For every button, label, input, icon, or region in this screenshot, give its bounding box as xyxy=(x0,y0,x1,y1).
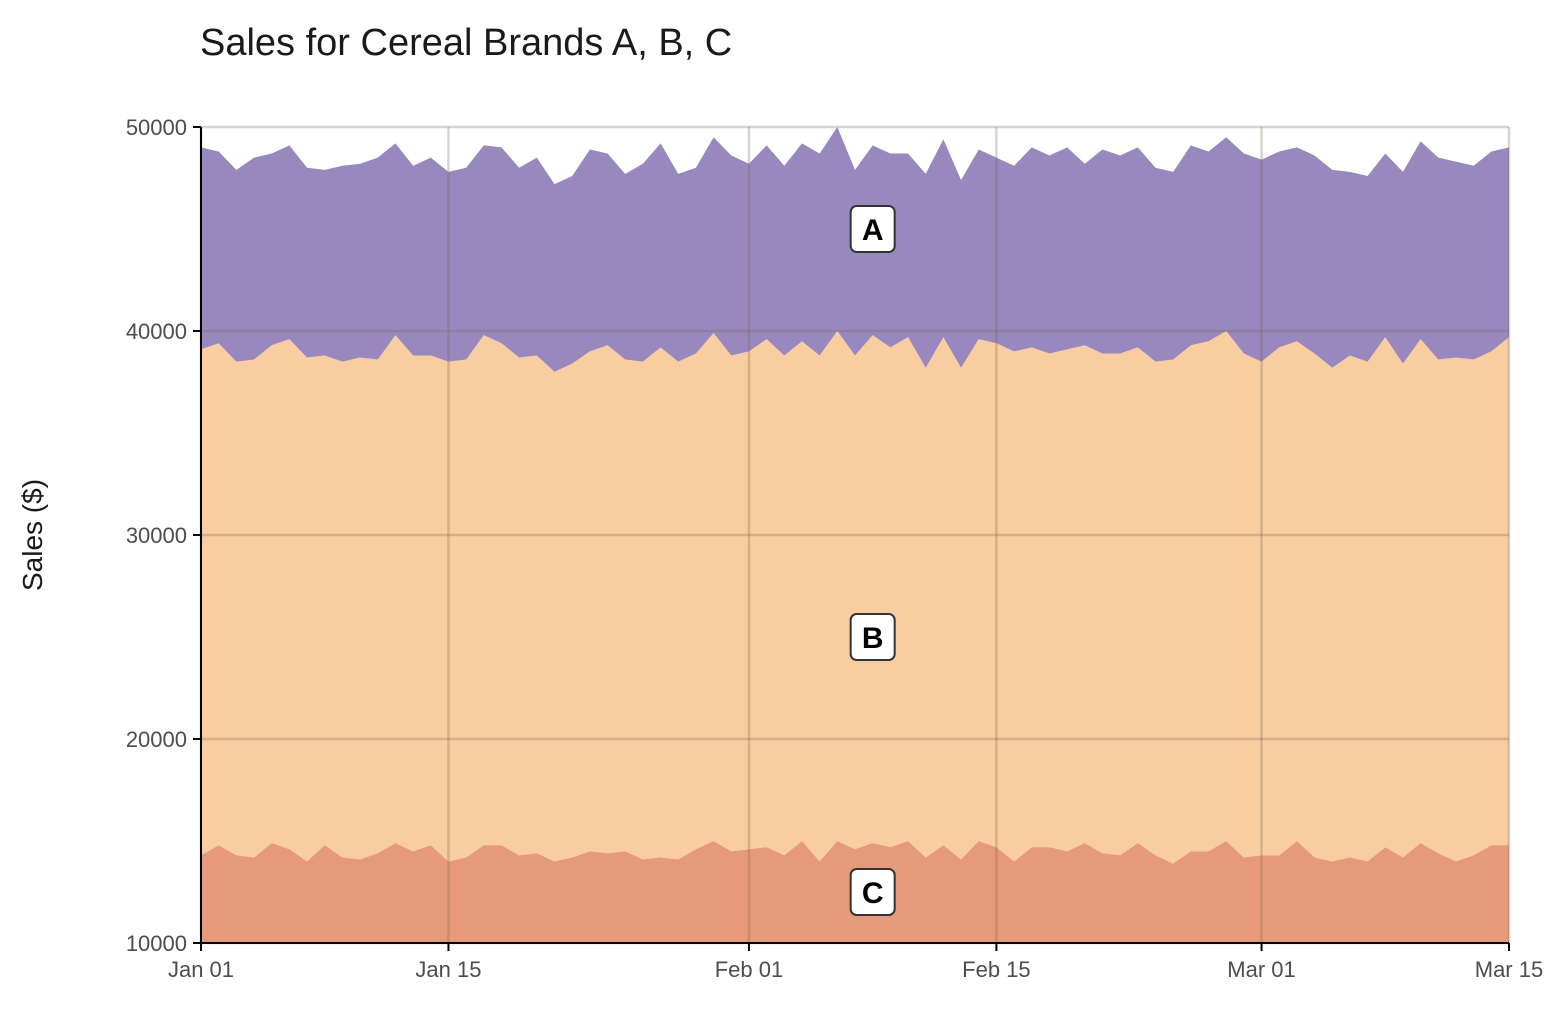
series-label-b: B xyxy=(849,613,896,661)
label-text: B xyxy=(862,622,884,655)
axes-layer: 10000 20000 30000 40000 50000 Jan 01 Jan 15 Feb… xyxy=(126,115,1543,982)
y-tick-label: 40000 xyxy=(126,319,187,344)
series-label-c: C xyxy=(849,868,896,916)
series-label-a: A xyxy=(849,205,896,253)
y-tick-label: 30000 xyxy=(126,523,187,548)
x-tick-label: Mar 15 xyxy=(1475,957,1543,982)
y-tick-label: 20000 xyxy=(126,727,187,752)
y-tick-label: 50000 xyxy=(126,115,187,140)
x-tick-label: Mar 01 xyxy=(1227,957,1295,982)
x-tick-label: Feb 01 xyxy=(715,957,784,982)
label-text: A xyxy=(862,214,884,247)
label-text: C xyxy=(862,877,884,910)
y-axis-title: Sales ($) xyxy=(17,479,48,591)
label-box xyxy=(849,868,896,916)
label-box xyxy=(849,613,896,661)
x-tick-label: Feb 15 xyxy=(962,957,1031,982)
labels-layer: A B C xyxy=(849,205,896,916)
x-tick-label: Jan 15 xyxy=(415,957,481,982)
label-box xyxy=(849,205,896,253)
y-tick-label: 10000 xyxy=(126,931,187,956)
x-tick-label: Jan 01 xyxy=(168,957,234,982)
chart-title: Sales for Cereal Brands A, B, C xyxy=(200,22,733,64)
area-series-b xyxy=(201,331,1509,864)
